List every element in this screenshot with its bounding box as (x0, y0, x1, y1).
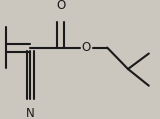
Text: O: O (82, 41, 91, 54)
Text: O: O (56, 0, 65, 12)
Text: N: N (26, 107, 35, 119)
